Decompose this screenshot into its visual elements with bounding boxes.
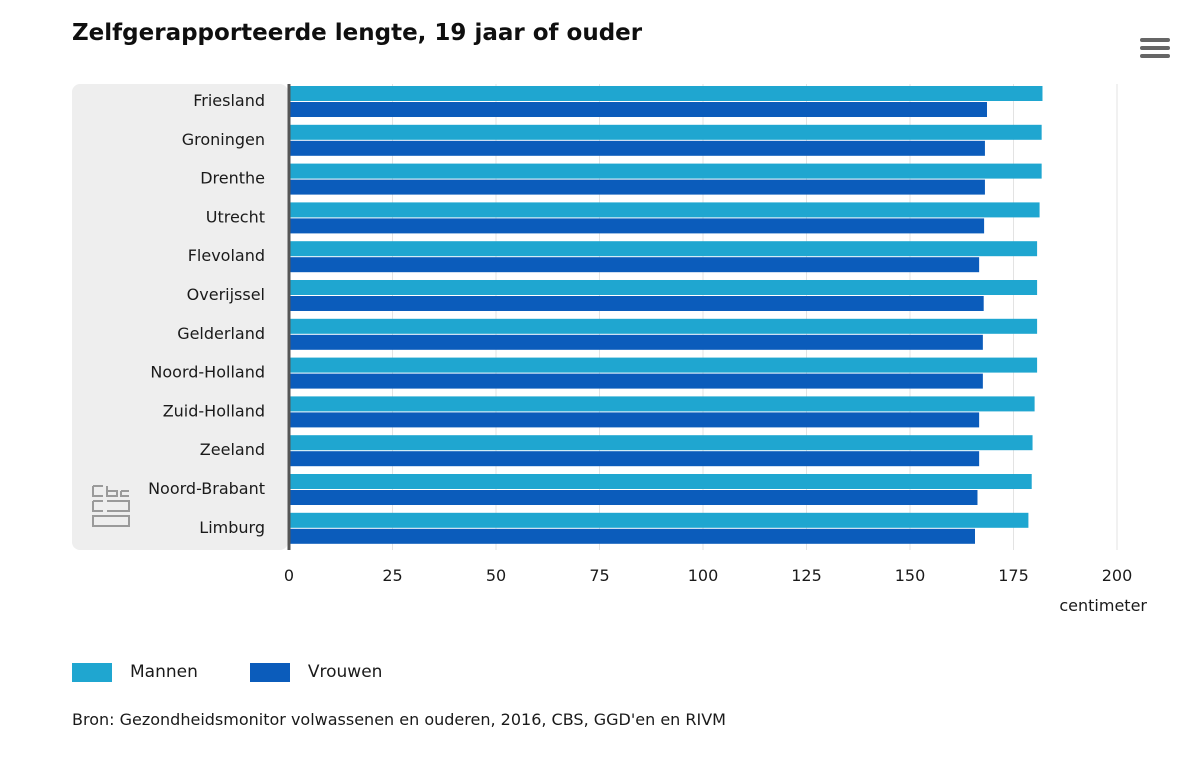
- chart-area: Friesland Groningen Drenthe Utrecht Flevolan…: [72, 84, 1147, 615]
- bar-mannen-noord-holland[interactable]: [290, 357, 1038, 373]
- bar-vrouwen-drenthe[interactable]: [290, 179, 985, 195]
- x-tick-label: 25: [382, 566, 402, 585]
- bar-vrouwen-flevoland[interactable]: [290, 257, 980, 273]
- bar-mannen-drenthe[interactable]: [290, 163, 1042, 179]
- x-tick-label: 75: [589, 566, 609, 585]
- category-label: Gelderland: [177, 324, 265, 343]
- bar-mannen-overijssel[interactable]: [290, 280, 1038, 295]
- category-label: Flevoland: [188, 246, 265, 265]
- bar-mannen-flevoland[interactable]: [290, 241, 1038, 257]
- bar-mannen-limburg[interactable]: [290, 512, 1029, 528]
- x-tick-label: 100: [688, 566, 719, 585]
- legend-item-vrouwen[interactable]: Vrouwen: [249, 662, 383, 682]
- x-tick-label: 0: [284, 566, 294, 585]
- x-axis-unit-label: centimeter: [1059, 596, 1147, 615]
- hamburger-menu-icon[interactable]: [1140, 38, 1170, 62]
- bar-vrouwen-utrecht[interactable]: [290, 218, 985, 234]
- category-label: Zeeland: [200, 440, 265, 459]
- x-tick-label: 175: [998, 566, 1029, 585]
- x-tick-label: 200: [1102, 566, 1133, 585]
- legend: Mannen Vrouwen: [72, 662, 434, 682]
- bar-vrouwen-noord-brabant[interactable]: [290, 490, 978, 505]
- bar-vrouwen-groningen[interactable]: [290, 140, 985, 156]
- bar-mannen-noord-brabant[interactable]: [290, 474, 1032, 489]
- bar-vrouwen-limburg[interactable]: [290, 528, 975, 544]
- category-label: Groningen: [182, 130, 265, 149]
- bar-mannen-groningen[interactable]: [290, 124, 1042, 140]
- x-tick-label: 125: [791, 566, 822, 585]
- category-label: Noord-Brabant: [148, 479, 265, 498]
- category-label: Utrecht: [206, 207, 265, 226]
- bar-vrouwen-noord-holland[interactable]: [290, 373, 983, 389]
- legend-label-vrouwen: Vrouwen: [307, 662, 383, 682]
- cbs-logo-icon: [92, 485, 130, 527]
- bar-vrouwen-zuid-holland[interactable]: [290, 412, 980, 428]
- bar-vrouwen-zeeland[interactable]: [290, 451, 980, 467]
- category-label: Zuid-Holland: [163, 401, 265, 420]
- category-label: Limburg: [199, 518, 265, 537]
- bar-mannen-gelderland[interactable]: [290, 318, 1038, 334]
- source-note: Bron: Gezondheidsmonitor volwassenen en …: [72, 710, 726, 729]
- bar-vrouwen-overijssel[interactable]: [290, 296, 984, 311]
- bar-vrouwen-friesland[interactable]: [290, 102, 988, 117]
- category-label: Overijssel: [187, 285, 265, 304]
- x-tick-label: 50: [486, 566, 506, 585]
- category-label: Noord-Holland: [150, 363, 265, 382]
- bar-mannen-zuid-holland[interactable]: [290, 396, 1035, 412]
- category-label: Friesland: [193, 91, 265, 110]
- category-band: [72, 84, 288, 550]
- legend-swatch-mannen: [72, 662, 112, 682]
- bar-mannen-zeeland[interactable]: [290, 435, 1033, 451]
- bar-vrouwen-gelderland[interactable]: [290, 334, 983, 350]
- x-tick-label: 150: [895, 566, 926, 585]
- category-label: Drenthe: [200, 169, 265, 188]
- legend-swatch-vrouwen: [249, 662, 290, 682]
- chart-title: Zelfgerapporteerde lengte, 19 jaar of ou…: [72, 20, 643, 46]
- legend-label-mannen: Mannen: [130, 662, 198, 682]
- bar-mannen-friesland[interactable]: [290, 86, 1043, 101]
- legend-item-mannen[interactable]: Mannen: [72, 662, 198, 682]
- bar-mannen-utrecht[interactable]: [290, 202, 1040, 218]
